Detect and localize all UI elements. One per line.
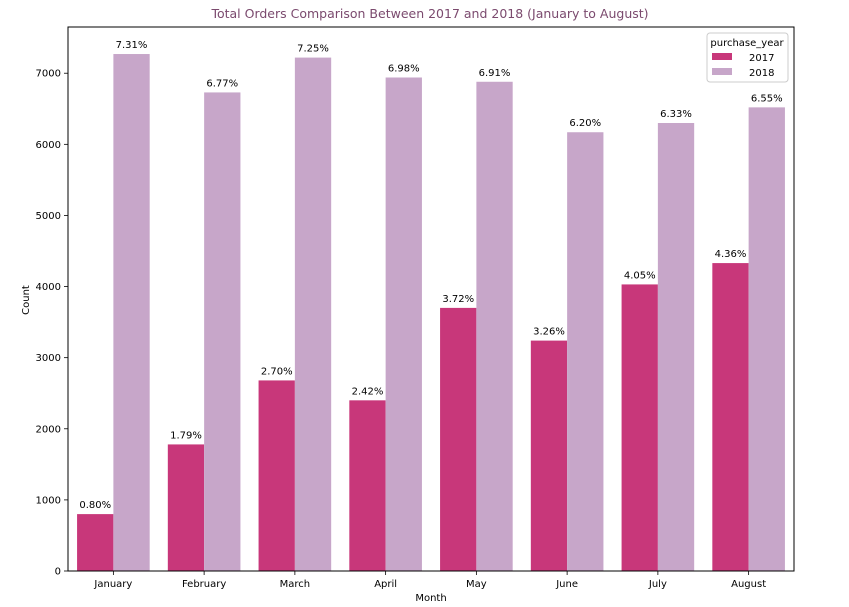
plot-frame [67,26,795,572]
y-tick-label-0: 0 [55,567,61,578]
data-label-august-2017: 4.36% [715,249,747,260]
y-tick-label-2000: 2000 [36,424,61,435]
bar-march-2017 [258,380,295,571]
data-label-february-2017: 1.79% [170,430,202,441]
y-tick-label-4000: 4000 [36,282,61,293]
y-tick-label-7000: 7000 [36,69,61,80]
data-label-may-2017: 3.72% [442,294,474,305]
x-tick-label-march: March [280,579,310,590]
data-label-april-2017: 2.42% [352,386,384,397]
x-tick-label-june: June [555,579,578,590]
data-label-july-2017: 4.05% [624,270,656,281]
legend-swatch-2017 [712,53,732,60]
bar-may-2018 [476,81,513,571]
bar-may-2017 [440,307,477,571]
x-tick-label-august: August [731,579,766,590]
y-tick-label-5000: 5000 [36,211,61,222]
data-label-june-2017: 3.26% [533,327,565,338]
bar-april-2017 [349,400,386,571]
bar-august-2017 [712,263,749,571]
data-label-august-2018: 6.55% [751,93,783,104]
x-axis-label: Month [415,593,446,604]
bar-july-2018 [657,123,695,571]
x-tick-label-july: July [648,579,667,590]
data-label-june-2018: 6.20% [569,118,601,129]
x-tick-label-april: April [374,579,397,590]
data-label-february-2018: 6.77% [206,78,238,89]
data-label-january-2018: 7.31% [116,40,148,51]
data-label-april-2018: 6.98% [388,63,420,74]
x-tick-label-february: February [182,579,226,590]
legend-label-2018: 2018 [749,68,774,79]
data-label-march-2017: 2.70% [261,366,293,377]
bar-february-2018 [204,92,241,572]
bar-july-2017 [621,284,658,571]
bar-january-2018 [113,54,150,571]
bar-march-2018 [294,57,332,571]
legend: purchase_year 2017 2018 [706,32,789,83]
data-label-may-2018: 6.91% [479,68,511,79]
data-label-january-2017: 0.80% [79,500,111,511]
bar-june-2018 [567,132,604,572]
bar-june-2017 [530,340,568,571]
y-axis-label: Count [21,285,32,315]
x-tick-label-january: January [93,579,132,590]
x-tick-label-may: May [466,579,487,590]
legend-swatch-2018 [712,68,732,75]
bar-august-2018 [748,107,785,572]
chart-title: Total Orders Comparison Between 2017 and… [210,6,648,21]
data-label-march-2018: 7.25% [297,44,329,55]
data-label-july-2018: 6.33% [660,109,692,120]
y-tick-label-6000: 6000 [36,140,61,151]
y-tick-label-1000: 1000 [36,495,61,506]
legend-label-2017: 2017 [749,53,774,64]
y-tick-label-3000: 3000 [36,353,61,364]
legend-title: purchase_year [710,38,784,49]
bar-april-2018 [385,77,422,572]
plot-area: 0.80% 7.31% January 1.79% 6.77% February 2.70%… [36,26,795,590]
bar-january-2017 [77,514,114,571]
bar-february-2017 [167,444,205,571]
